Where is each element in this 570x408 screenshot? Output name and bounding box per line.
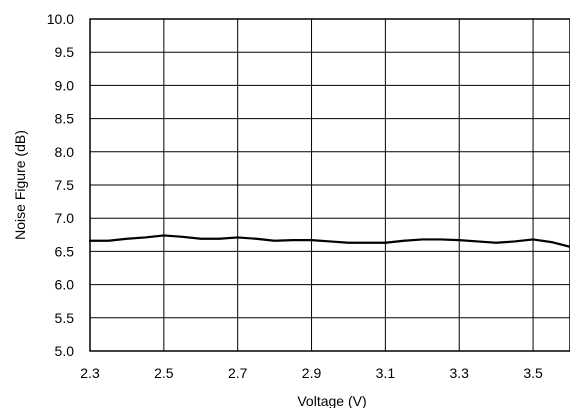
y-tick-label: 5.0 [55,343,75,359]
x-tick-label: 3.3 [449,365,469,381]
x-tick-label: 3.5 [523,365,543,381]
data-point [218,237,221,240]
data-point [458,239,461,242]
data-point [495,241,498,244]
data-point [126,237,128,240]
y-tick-label: 10.0 [47,11,74,27]
x-tick-label: 2.5 [154,365,174,381]
data-point [532,238,534,241]
data-point [550,241,553,244]
data-point [366,241,368,244]
x-tick-label: 2.7 [228,365,248,381]
y-tick-label: 6.0 [55,277,75,293]
data-point [199,237,202,240]
data-point [439,238,442,241]
data-point [310,239,313,242]
y-tick-label: 5.5 [55,310,75,326]
y-tick-label: 7.0 [55,210,75,226]
data-point [107,239,110,242]
data-point [236,236,239,239]
data-point [273,239,276,242]
x-tick-label: 3.1 [376,365,396,381]
data-point [255,237,258,240]
data-point [292,239,294,242]
y-tick-label: 6.5 [55,243,75,259]
data-point [513,240,516,243]
x-tick-label: 2.9 [302,365,322,381]
y-tick-label: 8.0 [55,144,75,160]
data-point [144,236,147,239]
data-point [402,239,405,242]
y-tick-label: 9.5 [55,44,75,60]
data-point [181,235,184,238]
tick-labels: 10.0 9.5 9.0 8.5 8.0 7.5 7.0 6.5 6.0 5.5 5.0 2.3 2.5… [47,11,543,381]
data-point [421,238,424,241]
y-tick-label: 7.5 [55,177,75,193]
data-point [476,240,479,243]
y-axis-label: Noise Figure (dB) [12,130,28,240]
data-point [329,240,331,243]
x-axis-label: Voltage (V) [297,393,366,408]
y-tick-label: 9.0 [55,77,75,93]
data-point [347,241,350,244]
x-tick-label: 2.3 [80,365,100,381]
data-point [162,234,165,237]
data-point [384,241,387,244]
grid [89,18,570,352]
y-tick-label: 8.5 [55,111,75,127]
plot-frame [89,18,570,352]
series-layer [88,234,570,248]
